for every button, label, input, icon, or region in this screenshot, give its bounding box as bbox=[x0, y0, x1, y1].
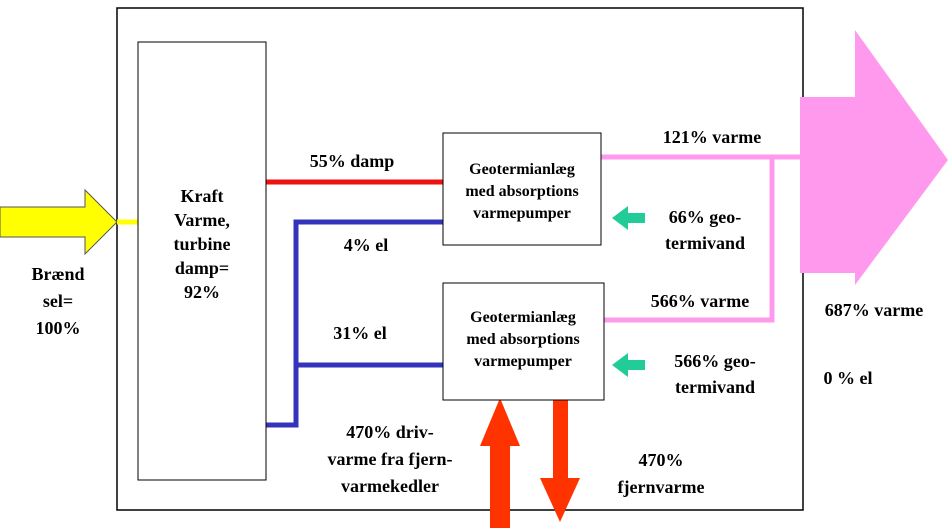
flow-label: 31% el bbox=[333, 323, 387, 343]
box-label: damp= bbox=[175, 258, 229, 278]
box-label: Kraft bbox=[181, 186, 224, 206]
heat-line bbox=[604, 157, 775, 323]
flow-label: 66% geo- bbox=[669, 207, 741, 227]
box-label: med absorptions bbox=[466, 331, 579, 348]
geo-box bbox=[442, 282, 605, 401]
district-arrow bbox=[540, 400, 580, 522]
el-line bbox=[266, 219, 443, 428]
flow-label: termivand bbox=[675, 377, 755, 397]
flow-label: termivand bbox=[665, 233, 745, 253]
flow-label: varme fra fjern- bbox=[328, 449, 453, 469]
box-label: 92% bbox=[184, 282, 220, 302]
box-label: varmepumper bbox=[473, 205, 571, 222]
flow-label: 470% bbox=[639, 450, 684, 470]
flow-label: 4% el bbox=[344, 235, 389, 255]
box-label: med absorptions bbox=[465, 183, 578, 200]
flow-label: 470% driv- bbox=[346, 422, 434, 442]
geo-box bbox=[442, 132, 602, 246]
chp-box bbox=[137, 41, 267, 481]
box-label: turbine bbox=[173, 234, 230, 254]
water-arrow bbox=[612, 353, 645, 377]
flow-label: 121% varme bbox=[663, 127, 761, 147]
flow-label: 566% varme bbox=[651, 291, 749, 311]
flow-label: Brænd bbox=[31, 264, 84, 284]
flow-label: 687% varme bbox=[825, 300, 923, 320]
drive-arrow bbox=[480, 398, 520, 528]
box-label: Varme, bbox=[174, 210, 230, 230]
flow-label: varmekedler bbox=[341, 476, 439, 496]
flow-label: fjernvarme bbox=[618, 477, 705, 497]
flow-label: 566% geo- bbox=[674, 351, 755, 371]
flow-label: 0 % el bbox=[824, 368, 873, 388]
water-arrow bbox=[612, 206, 645, 230]
output-arrow bbox=[800, 30, 948, 285]
flow-label: sel= bbox=[43, 291, 73, 311]
box-label: Geotermianlæg bbox=[469, 161, 575, 178]
input-arrow bbox=[0, 188, 118, 256]
flow-label: 55% damp bbox=[310, 151, 395, 171]
box-label: Geotermianlæg bbox=[470, 309, 576, 326]
flow-label: 100% bbox=[36, 318, 81, 338]
box-label: varmepumper bbox=[474, 353, 572, 370]
